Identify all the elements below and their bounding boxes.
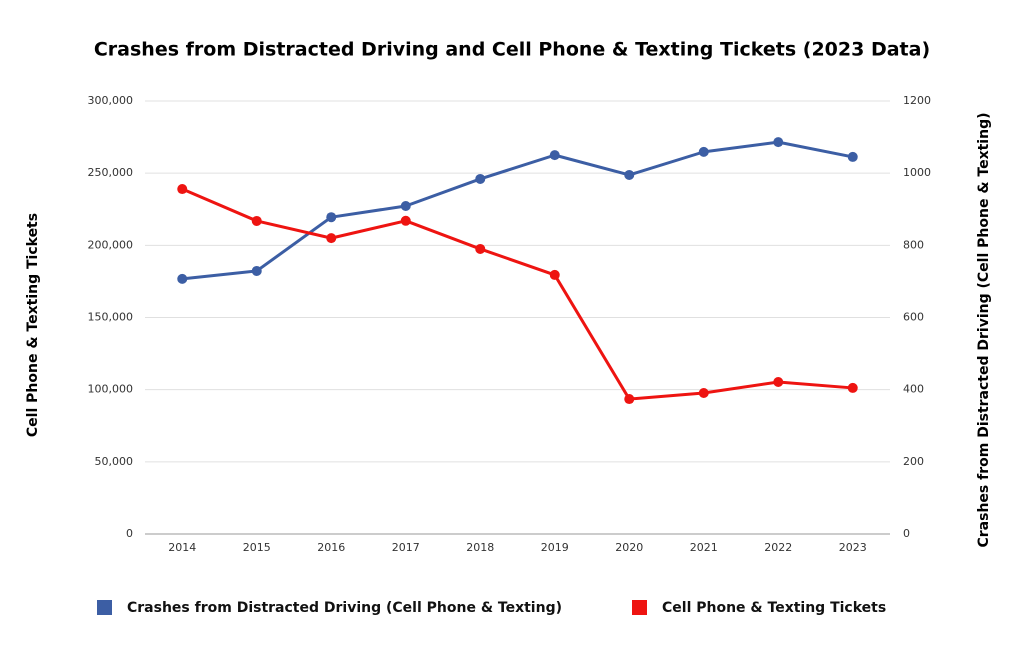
y2-tick-label: 800: [903, 238, 924, 251]
x-tick-label: 2019: [541, 541, 569, 554]
x-tick-label: 2021: [690, 541, 718, 554]
legend-swatch: [97, 600, 112, 615]
x-tick-label: 2015: [243, 541, 271, 554]
data-point: [475, 173, 486, 184]
y2-tick-label: 0: [903, 527, 910, 540]
y2-tick-label: 600: [903, 311, 924, 324]
y2-tick-label: 400: [903, 383, 924, 396]
data-point: [549, 269, 560, 280]
chart-title: Crashes from Distracted Driving and Cell…: [94, 39, 930, 61]
data-point: [698, 387, 709, 398]
x-tick-label: 2017: [392, 541, 420, 554]
data-point: [326, 233, 337, 244]
y2-tick-label: 1200: [903, 94, 931, 107]
legend-label: Cell Phone & Texting Tickets: [662, 600, 886, 616]
y-tick-label: 100,000: [88, 383, 134, 396]
data-point: [549, 150, 560, 161]
legend-label: Crashes from Distracted Driving (Cell Ph…: [127, 600, 562, 616]
data-point: [624, 169, 635, 180]
data-point: [773, 377, 784, 388]
data-point: [773, 137, 784, 148]
data-point: [698, 146, 709, 157]
data-point: [251, 215, 262, 226]
data-point: [475, 243, 486, 254]
data-point: [326, 212, 337, 223]
data-point: [177, 184, 188, 195]
y-tick-label: 250,000: [88, 166, 134, 179]
data-point: [847, 151, 858, 162]
data-point: [400, 215, 411, 226]
data-point: [624, 394, 635, 405]
x-tick-label: 2016: [317, 541, 345, 554]
y-axis-title: Cell Phone & Texting Tickets: [25, 213, 41, 437]
x-tick-label: 2018: [466, 541, 494, 554]
legend-swatch: [632, 600, 647, 615]
series-line: [181, 187, 853, 401]
y-tick-label: 0: [126, 527, 133, 540]
x-tick-label: 2014: [168, 541, 196, 554]
y2-axis-title: Crashes from Distracted Driving (Cell Ph…: [976, 113, 992, 548]
y-tick-label: 300,000: [88, 94, 134, 107]
data-point: [400, 201, 411, 212]
series-line: [182, 140, 854, 281]
y2-tick-label: 1000: [903, 166, 931, 179]
y2-tick-label: 200: [903, 455, 924, 468]
data-point: [847, 382, 858, 393]
y-tick-label: 200,000: [88, 238, 134, 251]
data-point: [177, 273, 188, 284]
x-tick-label: 2022: [764, 541, 792, 554]
y-tick-label: 150,000: [88, 311, 134, 324]
y-tick-label: 50,000: [95, 455, 134, 468]
x-tick-label: 2023: [839, 541, 867, 554]
x-tick-label: 2020: [615, 541, 643, 554]
data-point: [251, 265, 262, 276]
